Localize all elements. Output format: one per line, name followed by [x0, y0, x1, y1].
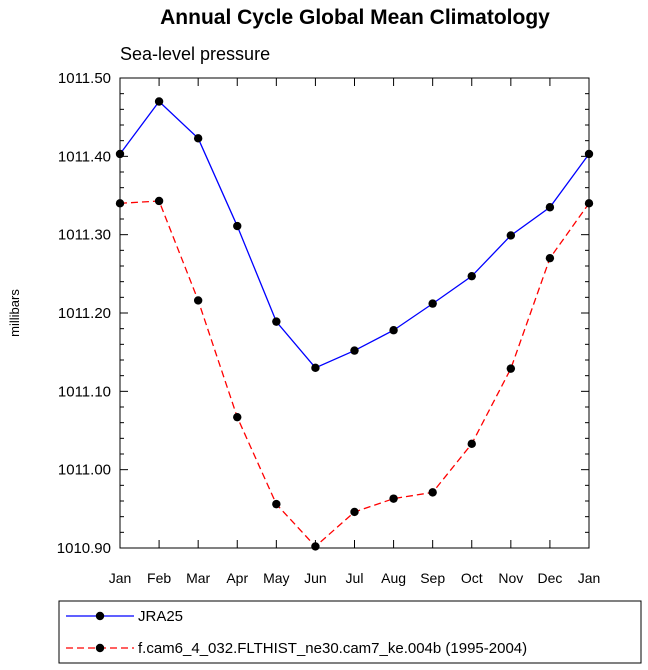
y-tick-label: 1011.20 — [58, 305, 111, 322]
legend-entries: JRA25 f.cam6_4_032.FLTHIST_ne30.cam7_ke.0… — [66, 608, 527, 657]
legend: JRA25 f.cam6_4_032.FLTHIST_ne30.cam7_ke.0… — [58, 600, 642, 664]
data-point-series-1 — [115, 149, 125, 159]
data-point-series-1 — [350, 346, 359, 355]
legend-label-2: f.cam6_4_032.FLTHIST_ne30.cam7_ke.004b (… — [138, 640, 527, 657]
x-tick-label: Dec — [537, 570, 562, 586]
x-tick-label: Jul — [346, 570, 364, 586]
x-tick-label: Aug — [381, 570, 406, 586]
data-point-series-1 — [311, 363, 320, 373]
x-tick-label: Nov — [498, 570, 523, 586]
data-point-series-1 — [389, 326, 398, 335]
data-point-series-2 — [467, 439, 476, 449]
data-point-series-1 — [506, 231, 516, 240]
x-tick-label: Jun — [304, 570, 327, 586]
data-point-series-1 — [233, 221, 242, 231]
y-tick-label: 1011.40 — [58, 148, 111, 165]
data-point-series-2 — [506, 364, 516, 373]
data-point-series-1 — [154, 97, 164, 106]
x-tick-label: Jan — [578, 570, 601, 586]
legend-box — [58, 600, 642, 664]
legend-marker-1 — [95, 611, 105, 621]
y-tick-label: 1011.50 — [58, 70, 111, 87]
data-point-series-2 — [389, 494, 398, 503]
chart-title: Annual Cycle Global Mean Climatology — [160, 6, 550, 29]
x-tick-label: Mar — [186, 570, 210, 586]
x-tick-label: Oct — [461, 570, 483, 586]
x-ticks: Jan Feb Mar Apr May Jun Jul Aug Sep Oct Nov Dec Jan — [109, 78, 601, 586]
series-line-2 — [119, 200, 590, 548]
y-tick-label: 1011.30 — [58, 227, 111, 244]
x-tick-label: Feb — [147, 570, 171, 586]
plot-frame — [119, 77, 590, 549]
data-point-series-1 — [467, 271, 476, 281]
series-layer — [115, 97, 594, 551]
y-ticks: 1010.90 1011.00 1011.10 1011.20 1011.30 1011.… — [57, 70, 589, 557]
series-line-1 — [119, 100, 590, 369]
legend-marker-2 — [95, 643, 105, 653]
data-point-series-2 — [233, 412, 242, 422]
data-point-series-2 — [272, 499, 281, 509]
data-point-series-2 — [350, 507, 359, 517]
x-tick-label: May — [263, 570, 289, 586]
data-point-series-2 — [311, 542, 320, 551]
legend-label-1: JRA25 — [138, 608, 183, 625]
x-tick-label: Jan — [109, 570, 132, 586]
data-point-series-1 — [428, 299, 437, 308]
data-point-series-1 — [545, 203, 555, 212]
y-tick-label: 1011.00 — [58, 462, 111, 479]
data-point-series-2 — [154, 196, 164, 206]
data-point-series-1 — [193, 134, 203, 143]
data-point-series-2 — [428, 488, 437, 497]
y-axis-label: millibars — [7, 289, 22, 337]
data-point-series-1 — [584, 149, 594, 159]
data-point-series-2 — [115, 199, 125, 208]
x-tick-label: Sep — [420, 570, 445, 586]
y-tick-label: 1010.90 — [57, 540, 111, 557]
data-point-series-1 — [272, 317, 281, 326]
data-point-series-2 — [193, 296, 203, 305]
data-point-series-2 — [584, 199, 594, 208]
x-tick-label: Apr — [226, 570, 248, 586]
chart-subtitle: Sea-level pressure — [120, 44, 270, 64]
data-point-series-2 — [545, 253, 555, 263]
y-tick-label: 1011.10 — [58, 383, 111, 400]
